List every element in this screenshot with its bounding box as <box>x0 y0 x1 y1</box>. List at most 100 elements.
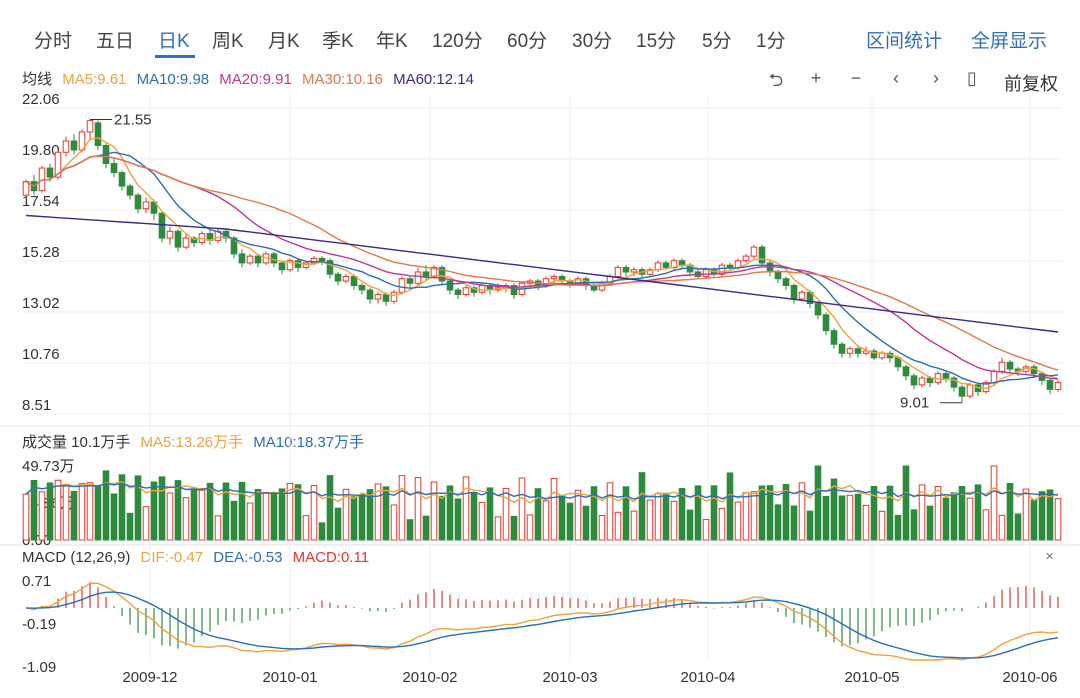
candle-body <box>662 262 670 268</box>
pan-left-icon[interactable]: ‹ <box>893 68 899 88</box>
volume-bar <box>926 505 934 541</box>
undo-icon[interactable]: ⮌ <box>768 70 784 90</box>
volume-bar <box>334 507 342 541</box>
volume-bar <box>38 491 46 541</box>
macd-axis-label: -0.19 <box>22 616 56 633</box>
volume-bar <box>110 493 118 541</box>
candle-body <box>158 212 166 239</box>
price-adjust-button[interactable]: 前复权 <box>1004 74 1058 94</box>
candle-body <box>46 167 54 178</box>
volume-bar <box>950 492 958 541</box>
tab-9[interactable]: 30分 <box>572 31 613 52</box>
candle-body <box>758 246 766 264</box>
candle-body <box>646 269 654 275</box>
volume-bar <box>222 482 230 541</box>
candle-body <box>254 255 262 264</box>
volume-bar <box>646 499 654 541</box>
tab-5[interactable]: 季K <box>322 31 354 52</box>
tab-1[interactable]: 五日 <box>96 31 135 52</box>
high-annotation: 21.55 <box>114 112 152 129</box>
candle-body <box>414 271 422 284</box>
tab-4[interactable]: 月K <box>268 31 300 52</box>
volume-bar <box>526 514 534 541</box>
volume-bar <box>254 488 262 541</box>
price-axis-label: 19.80 <box>22 142 60 159</box>
zoom-out-icon[interactable]: − <box>850 68 862 88</box>
volume-bar <box>622 486 630 541</box>
price-axis-label: 17.54 <box>22 193 60 210</box>
volume-bar <box>990 465 998 541</box>
volume-bar <box>350 496 358 541</box>
candle-body <box>446 280 454 291</box>
candle-body <box>598 282 606 291</box>
volume-bar <box>286 482 294 541</box>
pan-right-icon[interactable]: › <box>933 68 939 88</box>
volume-bar <box>974 484 982 541</box>
candle-body <box>230 237 238 255</box>
volume-bar <box>214 515 222 541</box>
close-macd-icon[interactable]: × <box>1045 548 1054 565</box>
volume-legend-title: 成交量 10.1万手 <box>22 434 131 451</box>
volume-bar <box>886 485 894 541</box>
volume-bar <box>934 486 942 541</box>
x-axis-label: 2010-01 <box>262 669 317 686</box>
macd-legend-title: MACD (12,26,9) <box>22 549 131 566</box>
volume-bar <box>430 481 438 541</box>
tab-7[interactable]: 120分 <box>432 31 483 52</box>
tab-8[interactable]: 60分 <box>507 31 548 52</box>
volume-bar <box>878 510 886 541</box>
zoom-in-icon[interactable]: + <box>810 68 822 88</box>
volume-bar <box>534 488 542 541</box>
tab-10[interactable]: 15分 <box>636 31 677 52</box>
volume-bar <box>374 483 382 541</box>
x-axis-label: 2010-05 <box>844 669 899 686</box>
candle-body <box>286 260 294 271</box>
candle-icon[interactable]: ▯ <box>967 68 977 88</box>
candle-body <box>830 330 838 345</box>
volume-bar <box>238 481 246 541</box>
volume-bar <box>982 509 990 541</box>
tab-3[interactable]: 周K <box>212 31 244 52</box>
volume-bar <box>710 485 718 541</box>
candle-body <box>542 278 550 287</box>
tab-12[interactable]: 1分 <box>756 31 786 52</box>
candle-body <box>742 255 750 262</box>
volume-bar <box>454 498 462 541</box>
volume-bar <box>470 491 478 541</box>
volume-bar <box>830 478 838 541</box>
tab-2[interactable]: 日K <box>158 31 190 52</box>
volume-bar <box>558 495 566 541</box>
volume-bar <box>1014 513 1022 541</box>
price-axis-label: 22.06 <box>22 91 60 108</box>
candle-body <box>702 269 710 277</box>
volume-bar <box>166 492 174 541</box>
tab-11[interactable]: 5分 <box>702 31 732 52</box>
candle-body <box>870 350 878 359</box>
candle-body <box>70 140 78 151</box>
volume-bar <box>22 493 30 541</box>
candle-body <box>854 348 862 354</box>
candle-body <box>142 201 150 210</box>
candle-body <box>334 273 342 282</box>
candle-body <box>422 271 430 277</box>
volume-bar <box>614 511 622 541</box>
dif-line <box>25 582 1059 661</box>
range-stats-button[interactable]: 区间统计 <box>866 31 943 52</box>
volume-bar <box>750 491 758 541</box>
candle-body <box>790 285 798 300</box>
fullscreen-button[interactable]: 全屏显示 <box>971 31 1048 52</box>
volume-bar <box>78 483 86 541</box>
volume-bar <box>262 491 270 541</box>
volume-bar <box>510 515 518 541</box>
macd-axis-label: 0.71 <box>22 573 51 590</box>
tab-6[interactable]: 年K <box>376 31 408 52</box>
ma5-line <box>25 137 1059 390</box>
candle-body <box>406 278 414 284</box>
volume-bar <box>910 509 918 541</box>
volume-bar <box>150 481 158 541</box>
volume-bar <box>382 486 390 541</box>
candle-body <box>174 230 182 248</box>
volume-bar <box>574 489 582 541</box>
tab-0[interactable]: 分时 <box>34 31 73 52</box>
